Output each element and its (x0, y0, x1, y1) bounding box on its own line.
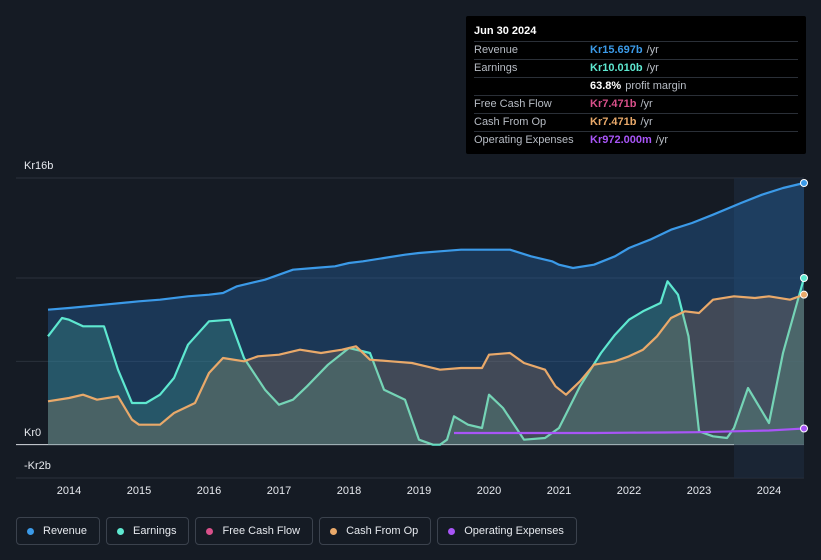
gridlines (16, 177, 804, 479)
tooltip-row: Free Cash Flow Kr7.471b/yr (474, 95, 798, 113)
tooltip-row-value: Kr10.010b (590, 62, 643, 74)
x-tick-2019: 2019 (406, 485, 432, 497)
legend-item-label: Free Cash Flow (222, 525, 301, 537)
revenue-area (48, 183, 804, 445)
legend-item-free-cash-flow[interactable]: Free Cash Flow (195, 517, 314, 545)
tooltip-row: Operating Expenses Kr972.000m/yr (474, 131, 798, 149)
tooltip-row-unit: /yr (646, 44, 659, 56)
x-tick-2017: 2017 (266, 485, 292, 497)
tooltip-row-value: Kr15.697b (590, 44, 643, 56)
legend-dot-icon (206, 527, 214, 535)
legend-item-operating-expenses[interactable]: Operating Expenses (437, 517, 577, 545)
y-axis-bottom-label: -Kr2b (24, 460, 51, 472)
cash-from-op-endpoint (800, 290, 808, 299)
tooltip-row: Cash From Op Kr7.471b/yr (474, 113, 798, 131)
forecast-highlight-region (734, 178, 804, 478)
tooltip-row-unit: /yr (640, 116, 653, 128)
legend-item-label: Operating Expenses (464, 525, 564, 537)
legend-item-label: Cash From Op (346, 525, 419, 537)
tooltip-date: Jun 30 2024 (474, 25, 537, 37)
cash-from-op-area (48, 294, 804, 445)
x-tick-2018: 2018 (336, 485, 362, 497)
tooltip-row-unit: /yr (646, 62, 659, 74)
legend-item-label: Earnings (133, 525, 177, 537)
tooltip-row-label: Free Cash Flow (474, 98, 552, 110)
legend-dot-icon (117, 527, 125, 535)
earnings-area (48, 278, 804, 445)
x-tick-2022: 2022 (616, 485, 642, 497)
tooltip-row-value: 63.8% (590, 80, 622, 92)
cash-from-op-line (47, 293, 805, 426)
tooltip-row-value: Kr972.000m (590, 134, 652, 146)
legend-dot-icon (448, 527, 456, 535)
x-tick-2020: 2020 (476, 485, 502, 497)
tooltip-row: 63.8% profit margin (474, 77, 798, 95)
tooltip-row-value: Kr7.471b (590, 116, 637, 128)
legend-dot-icon (27, 527, 34, 535)
x-tick-2014: 2014 (56, 485, 82, 497)
tooltip-row-label: Earnings (474, 62, 518, 74)
x-tick-2021: 2021 (546, 485, 572, 497)
revenue-endpoint (800, 179, 808, 187)
x-tick-2015: 2015 (126, 485, 152, 497)
series-layer (47, 181, 806, 446)
tooltip-row-value: Kr7.471b (590, 98, 637, 110)
tooltip-row-label: Revenue (474, 44, 519, 56)
legend-dot-icon (330, 527, 338, 535)
legend-item-cash-from-op[interactable]: Cash From Op (319, 517, 432, 545)
revenue-line (47, 181, 805, 311)
earnings-endpoint (800, 274, 808, 282)
y-axis-top-label: Kr16b (24, 160, 54, 172)
operating-expenses-line (454, 427, 805, 435)
tooltip-row: Earnings Kr10.010b/yr (474, 59, 798, 77)
operating-expenses-endpoint (800, 424, 808, 433)
tooltip-row: Revenue Kr15.697b/yr (474, 41, 798, 59)
x-tick-2023: 2023 (686, 485, 712, 497)
tooltip-row-label: Cash From Op (474, 116, 547, 128)
data-tooltip: Jun 30 2024 Revenue Kr15.697b/yr Earnings K… (466, 16, 806, 154)
y-axis-zero-label: Kr0 (24, 427, 42, 439)
x-tick-2024: 2024 (756, 485, 782, 497)
earnings-line (47, 277, 806, 446)
x-tick-2016: 2016 (196, 485, 222, 497)
tooltip-row-unit: /yr (655, 134, 669, 146)
legend-item-revenue[interactable]: Revenue (16, 517, 101, 545)
tooltip-row-label (474, 78, 590, 95)
endpoint-dots (800, 179, 808, 433)
tooltip-row-label: Operating Expenses (474, 134, 574, 146)
tooltip-row-unit: profit margin (625, 80, 687, 92)
tooltip-rows: Revenue Kr15.697b/yr Earnings Kr10.010b/yr 6… (474, 41, 798, 149)
tooltip-row-unit: /yr (640, 98, 653, 110)
legend-item-label: Revenue (43, 525, 88, 537)
legend-item-earnings[interactable]: Earnings (106, 517, 190, 545)
chart-legend: Revenue Earnings Free Cash Flow Cash From O… (16, 517, 577, 545)
